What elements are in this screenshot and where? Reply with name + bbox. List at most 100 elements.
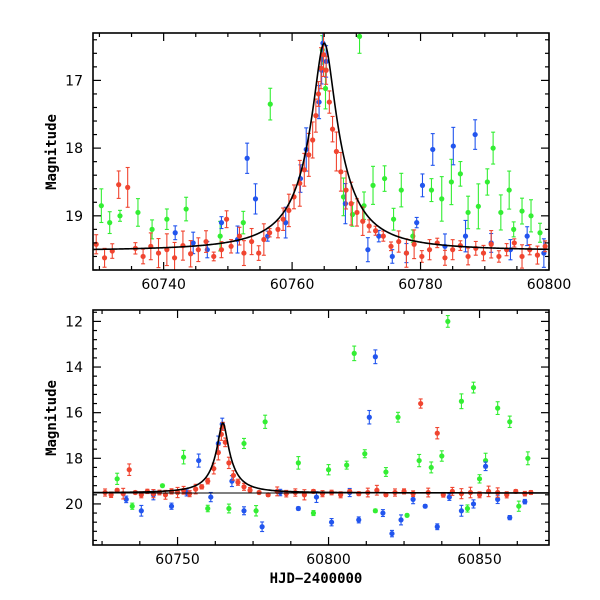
bottom-panel-point bbox=[193, 486, 199, 492]
top-panel-point bbox=[448, 179, 454, 185]
top-panel-point bbox=[323, 67, 329, 73]
bottom-panel-point bbox=[410, 491, 416, 497]
top-panel-point bbox=[249, 238, 255, 245]
top-panel-point bbox=[315, 91, 322, 97]
bottom-panel-point bbox=[482, 463, 489, 469]
bottom-panel-point bbox=[410, 496, 416, 502]
bottom-panel-point bbox=[230, 472, 237, 479]
top-panel-point bbox=[172, 230, 178, 236]
top-panel-point bbox=[389, 253, 395, 260]
bottom-panel-point bbox=[226, 460, 232, 466]
top-panel-point bbox=[342, 201, 349, 207]
top-panel-xtick-label: 60760 bbox=[270, 277, 315, 293]
top-panel-point bbox=[275, 226, 281, 232]
top-panel-point bbox=[403, 250, 410, 256]
top-panel-point bbox=[475, 203, 481, 209]
top-panel-point bbox=[164, 216, 170, 222]
bottom-panel-point bbox=[434, 430, 440, 436]
bottom-panel-axes: 60750 60800 60850 12 14 16 18 20 bbox=[65, 309, 550, 568]
bottom-panel-point bbox=[241, 484, 247, 490]
bottom-panel-xtick-label: 60800 bbox=[306, 552, 351, 568]
top-panel-xtick-label: 60780 bbox=[398, 277, 443, 293]
bottom-panel-point bbox=[301, 492, 307, 498]
top-panel-point bbox=[135, 209, 141, 216]
bottom-panel-point bbox=[138, 508, 144, 514]
bottom-panel-point bbox=[404, 512, 410, 518]
top-panel-point bbox=[333, 148, 340, 155]
top-panel-point bbox=[171, 255, 178, 261]
top-panel-point bbox=[322, 85, 329, 92]
top-panel-point bbox=[519, 253, 525, 260]
top-panel-point bbox=[236, 233, 243, 239]
bottom-panel-point bbox=[262, 419, 268, 425]
bottom-panel-ytick-label: 12 bbox=[65, 314, 83, 330]
bottom-panel-point bbox=[108, 492, 114, 498]
top-panel-point bbox=[101, 255, 108, 261]
bottom-panel-point bbox=[398, 517, 404, 523]
top-panel-point bbox=[241, 250, 247, 256]
bottom-panel-point bbox=[328, 519, 335, 525]
top-panel-frame bbox=[92, 32, 550, 271]
top-panel-point bbox=[442, 255, 448, 261]
top-panel-point bbox=[107, 220, 113, 226]
top-panel-point bbox=[244, 155, 250, 161]
top-panel-point bbox=[183, 206, 189, 212]
top-panel-ytick-label: 19 bbox=[65, 209, 83, 225]
top-panel-markers bbox=[93, 33, 548, 270]
top-panel-point bbox=[419, 253, 425, 260]
top-panel-point bbox=[188, 251, 194, 257]
top-panel-point bbox=[310, 137, 316, 143]
top-panel-point bbox=[465, 209, 471, 216]
top-panel: 60740 60760 60780 60800 17 18 19 Magnitude bbox=[44, 32, 571, 293]
bottom-panel-point bbox=[114, 487, 120, 493]
top-panel-point bbox=[190, 240, 196, 246]
bottom-panel-point bbox=[205, 505, 211, 512]
top-panel-point bbox=[388, 243, 394, 249]
bottom-panel-point bbox=[366, 414, 372, 420]
bottom-panel-ylabel: Magnitude bbox=[44, 380, 60, 456]
bottom-panel-point bbox=[159, 483, 166, 489]
bottom-panel-point bbox=[211, 465, 217, 472]
bottom-panel-point bbox=[389, 530, 395, 537]
top-panel-point bbox=[537, 230, 543, 236]
top-panel-point bbox=[356, 33, 363, 39]
bottom-panel-point bbox=[295, 460, 301, 466]
bottom-panel-point bbox=[507, 515, 513, 521]
bottom-panel-point bbox=[123, 496, 129, 502]
top-panel-point bbox=[376, 233, 382, 239]
top-panel-point bbox=[465, 253, 471, 260]
bottom-panel-point bbox=[470, 384, 477, 391]
top-panel-point bbox=[380, 233, 386, 239]
top-panel-point bbox=[528, 213, 534, 219]
bottom-panel-point bbox=[126, 467, 132, 473]
bottom-panel-point bbox=[344, 462, 350, 468]
bottom-panel-ytick-label: 18 bbox=[65, 451, 83, 467]
bottom-panel-ytick-label: 14 bbox=[65, 360, 83, 376]
bottom-panel-point bbox=[283, 491, 289, 497]
top-panel-point bbox=[496, 253, 502, 260]
top-panel-axes: 60740 60760 60780 60800 17 18 19 bbox=[65, 32, 571, 293]
top-panel-point bbox=[524, 233, 530, 239]
top-panel-point bbox=[390, 216, 397, 222]
bottom-panel-xlabel: HJD−2400000 bbox=[270, 571, 363, 587]
bottom-panel-point bbox=[241, 508, 247, 514]
top-panel-point bbox=[301, 167, 307, 173]
bottom-panel-point bbox=[168, 503, 175, 509]
bottom-panel-point bbox=[129, 503, 135, 509]
top-panel-point bbox=[155, 250, 162, 256]
top-panel-point bbox=[329, 126, 336, 132]
bottom-panel-point bbox=[208, 494, 214, 500]
top-panel-point bbox=[117, 213, 123, 219]
bottom-panel-point bbox=[235, 479, 241, 485]
top-panel-point bbox=[343, 187, 349, 193]
bottom-panel-point bbox=[199, 484, 205, 490]
top-panel-point bbox=[426, 247, 433, 253]
top-panel-ylabel: Magnitude bbox=[44, 114, 60, 190]
bottom-panel-point bbox=[162, 492, 169, 498]
top-panel-point bbox=[218, 247, 225, 253]
bottom-panel-point bbox=[247, 487, 253, 493]
top-panel-point bbox=[519, 208, 525, 214]
bottom-panel-point bbox=[525, 455, 531, 461]
top-panel-point bbox=[313, 113, 319, 119]
top-panel-point bbox=[218, 220, 225, 226]
